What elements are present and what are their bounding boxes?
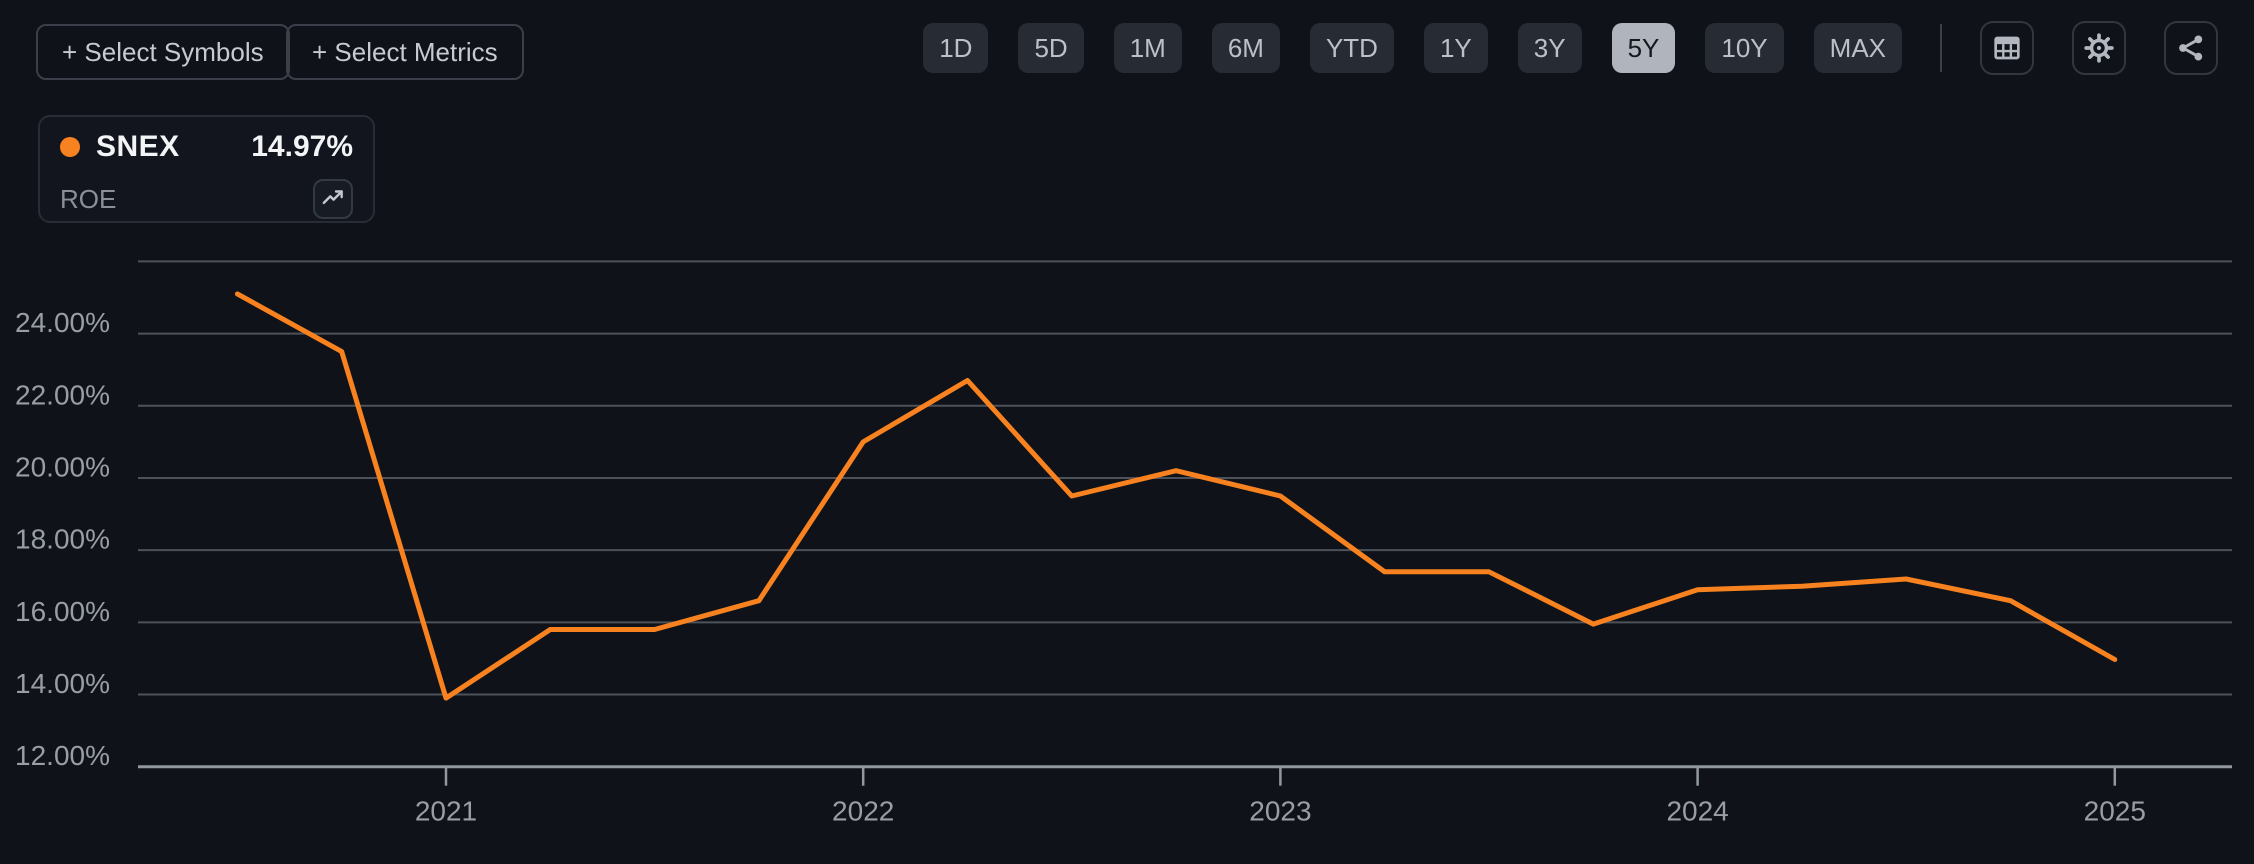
- y-axis-label: 22.00%: [15, 379, 110, 410]
- share-button[interactable]: [2164, 21, 2218, 75]
- range-button-ytd[interactable]: YTD: [1309, 23, 1394, 73]
- legend-row-symbol: SNEX 14.97%: [60, 130, 353, 163]
- series-line-snex-roe: [234, 291, 2118, 701]
- chart-type-button[interactable]: [313, 179, 353, 219]
- x-axis-label: 2024: [1666, 796, 1728, 827]
- range-button-1m[interactable]: 1M: [1113, 23, 1182, 73]
- share-icon: [2175, 32, 2207, 64]
- y-axis-label: 24.00%: [15, 307, 110, 338]
- symbol-ticker: SNEX: [96, 130, 180, 163]
- y-axis-label: 20.00%: [15, 451, 110, 482]
- gear-icon: [2083, 32, 2115, 64]
- series-legend-card[interactable]: SNEX 14.97% ROE: [38, 115, 375, 223]
- metric-label: ROE: [60, 183, 117, 214]
- range-button-6m[interactable]: 6M: [1211, 23, 1280, 73]
- x-axis-label: 2022: [832, 796, 894, 827]
- range-button-max[interactable]: MAX: [1813, 23, 1902, 73]
- x-axis-label: 2021: [415, 796, 477, 827]
- latest-value: 14.97%: [251, 130, 353, 163]
- range-button-10y[interactable]: 10Y: [1705, 23, 1784, 73]
- series-color-dot: [60, 137, 80, 157]
- toolbar-right-cluster: 1D 5D 1M 6M YTD 1Y 3Y 5Y 10Y MAX: [923, 20, 2218, 76]
- icon-button-group: [1980, 21, 2218, 75]
- toolbar-divider: [1940, 24, 1942, 72]
- table-icon: [1991, 32, 2023, 64]
- range-button-1y[interactable]: 1Y: [1423, 23, 1488, 73]
- legend-row-metric: ROE: [60, 179, 353, 219]
- y-axis-label: 18.00%: [15, 524, 110, 555]
- range-button-5y[interactable]: 5Y: [1611, 23, 1676, 73]
- time-range-group: 1D 5D 1M 6M YTD 1Y 3Y 5Y 10Y MAX: [923, 23, 1902, 73]
- toolbar: + Select Symbols + Select Metrics 1D 5D 1M…: [0, 0, 2254, 100]
- select-metrics-button[interactable]: + Select Metrics: [286, 24, 524, 80]
- select-symbols-button[interactable]: + Select Symbols: [36, 24, 290, 80]
- range-button-3y[interactable]: 3Y: [1517, 23, 1582, 73]
- trending-up-icon: [320, 185, 346, 214]
- x-axis-label: 2025: [2084, 796, 2146, 827]
- settings-button[interactable]: [2072, 21, 2126, 75]
- range-button-1d[interactable]: 1D: [923, 23, 989, 73]
- x-axis-label: 2023: [1249, 796, 1311, 827]
- y-axis-label: 14.00%: [15, 668, 110, 699]
- y-axis-label: 16.00%: [15, 596, 110, 627]
- range-button-5d[interactable]: 5D: [1018, 23, 1084, 73]
- table-view-button[interactable]: [1980, 21, 2034, 75]
- y-axis-label: 12.00%: [15, 740, 110, 771]
